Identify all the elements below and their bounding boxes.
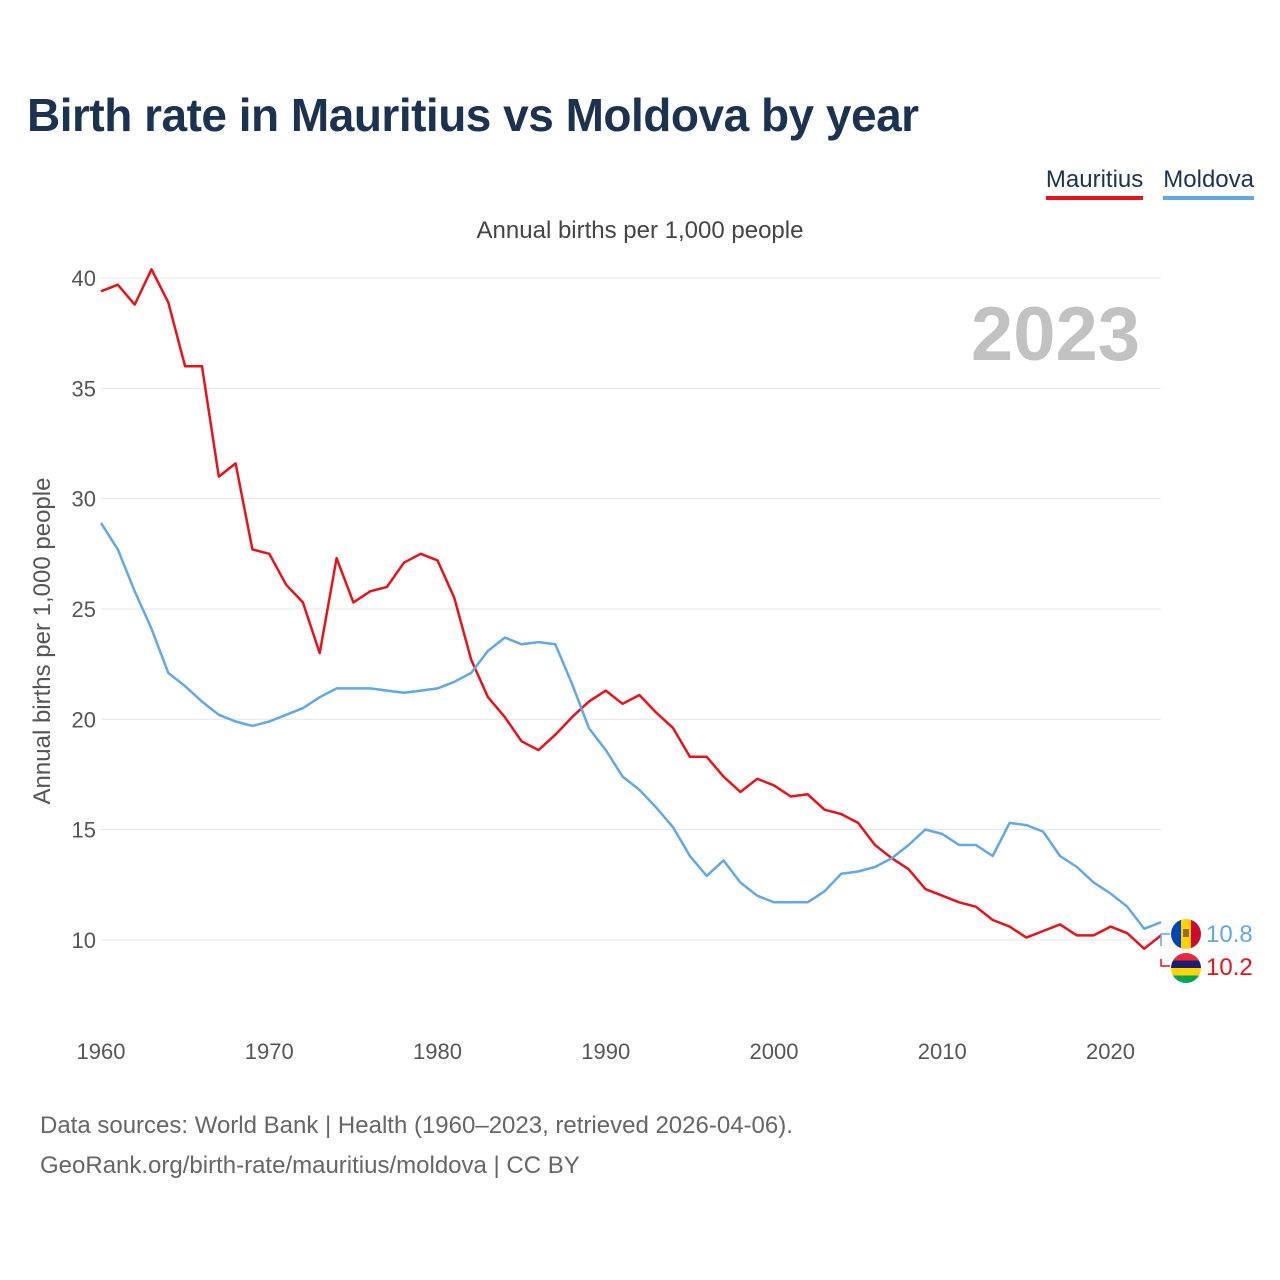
y-tick-label: 40 [72,266,96,291]
x-tick-label: 1960 [77,1039,126,1064]
footer-link[interactable]: GeoRank.org/birth-rate/mauritius/moldova… [40,1152,580,1179]
x-tick-label: 2020 [1086,1039,1135,1064]
x-tick-label: 1990 [581,1039,630,1064]
y-tick-label: 15 [72,818,96,843]
legend-item-moldova[interactable]: Moldova [1163,166,1254,200]
y-tick-label: 10 [72,928,96,953]
series-group [99,268,1162,950]
y-tick-label: 25 [72,597,96,622]
moldova-connector [1160,933,1170,946]
series-line-mauritius[interactable] [100,268,1162,950]
chart-subtitle: Annual births per 1,000 people [476,217,804,244]
mauritius-flag-icon [1171,953,1201,983]
gridlines [101,277,1161,941]
legend-item-mauritius[interactable]: Mauritius [1045,166,1144,200]
x-tick-label: 1980 [413,1039,462,1064]
x-tick-label: 2000 [750,1039,799,1064]
y-axis-label: Annual births per 1,000 people [29,478,56,805]
series-line-moldova[interactable] [99,522,1162,931]
footer-sources: Data sources: World Bank | Health (1960–… [40,1112,793,1139]
mauritius-end-label: 10.2 [1206,954,1253,981]
chart-title: Birth rate in Mauritius vs Moldova by ye… [27,89,919,141]
moldova-flag-icon [1171,919,1201,949]
legend: Mauritius Moldova [1045,166,1254,200]
x-axis-ticks: 1960 1970 1980 1990 2000 2010 2020 [77,1039,1135,1064]
year-watermark: 2023 [971,292,1140,377]
x-tick-label: 1970 [245,1039,294,1064]
footer: Data sources: World Bank | Health (1960–… [40,1106,793,1186]
moldova-end-label: 10.8 [1206,921,1253,948]
x-tick-label: 2010 [918,1039,967,1064]
y-axis-ticks: 10 15 20 25 30 35 40 [72,266,96,953]
mauritius-connector [1160,959,1170,967]
y-tick-label: 30 [72,487,96,512]
y-tick-label: 20 [72,707,96,732]
y-tick-label: 35 [72,376,96,401]
